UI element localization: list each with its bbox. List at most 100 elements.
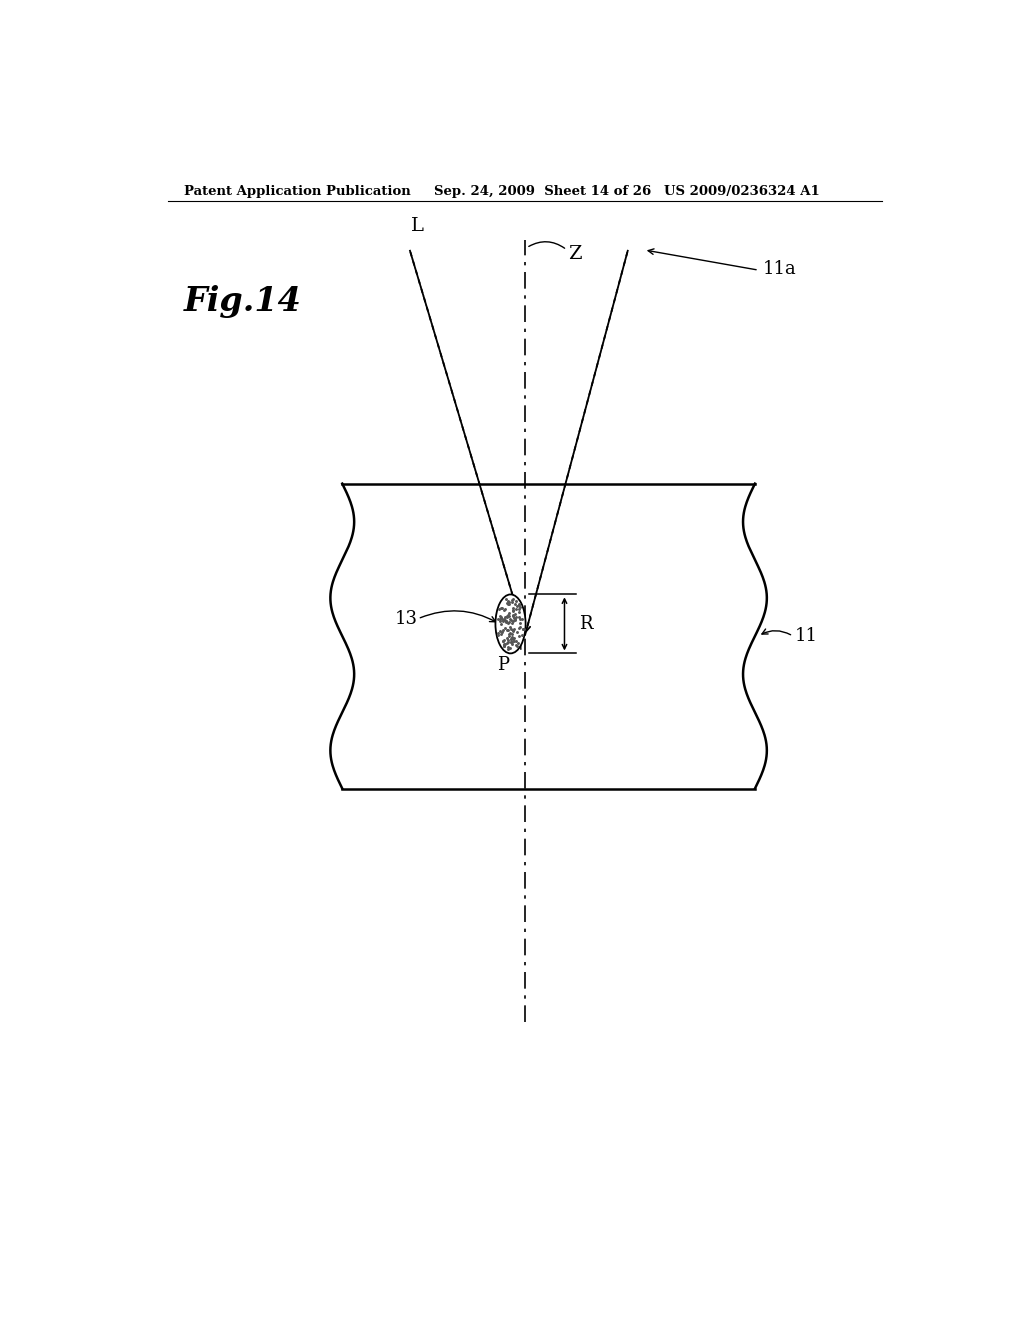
Point [501,623,517,644]
Point [507,610,523,631]
Point [500,594,516,615]
Point [512,616,528,638]
Point [501,602,517,623]
Point [499,593,515,614]
Ellipse shape [496,594,525,653]
Point [511,594,527,615]
Point [503,631,519,652]
Text: 11: 11 [795,627,817,645]
Point [499,606,515,627]
Point [501,626,517,647]
Point [499,632,515,653]
Point [507,631,523,652]
Point [494,620,510,642]
Point [493,606,509,627]
Point [496,630,512,651]
Point [504,631,520,652]
Text: P: P [497,656,509,675]
Point [512,612,528,634]
Point [493,614,509,635]
Point [502,623,518,644]
Point [504,634,520,655]
Point [500,630,516,651]
Point [492,610,508,631]
Point [504,589,520,610]
Point [500,639,516,660]
Point [503,628,519,649]
Point [500,590,516,611]
Point [515,618,531,639]
Text: 11a: 11a [763,260,797,279]
Point [511,606,527,627]
Point [505,610,521,631]
Point [503,628,519,649]
Point [501,591,517,612]
Point [504,591,520,612]
Point [508,599,524,620]
Point [500,636,516,657]
Point [508,590,524,611]
Point [501,612,517,634]
Point [493,598,509,619]
Point [505,597,521,618]
Point [514,609,530,630]
Point [498,611,514,632]
Point [502,616,518,638]
Point [510,626,526,647]
Point [493,606,509,627]
Text: US 2009/0236324 A1: US 2009/0236324 A1 [664,185,819,198]
Point [501,612,517,634]
Point [489,609,506,630]
Point [498,611,514,632]
Point [492,620,508,642]
Text: Sep. 24, 2009  Sheet 14 of 26: Sep. 24, 2009 Sheet 14 of 26 [433,185,651,198]
Point [507,609,523,630]
Point [515,619,531,640]
Text: Z: Z [568,244,582,263]
Point [496,599,512,620]
Point [497,599,513,620]
Point [500,631,516,652]
Point [496,635,512,656]
Point [508,606,524,627]
Point [506,607,522,628]
Point [504,612,520,634]
Point [501,594,517,615]
Point [496,635,512,656]
Point [499,610,515,631]
Point [503,619,519,640]
Point [495,619,511,640]
Point [504,627,520,648]
Point [507,603,523,624]
Point [505,599,521,620]
Point [511,602,527,623]
Point [512,597,528,618]
Point [494,597,510,618]
Point [506,627,522,648]
Point [505,589,521,610]
Text: R: R [579,615,592,632]
Point [495,630,511,651]
Point [499,606,515,627]
Point [497,634,513,655]
Point [509,635,525,656]
Point [511,598,527,619]
Point [504,628,520,649]
Point [507,593,523,614]
Point [496,635,512,656]
Point [492,609,508,630]
Text: 13: 13 [394,610,418,628]
Point [489,622,506,643]
Point [502,638,518,659]
Point [503,610,519,631]
Point [502,609,518,630]
Point [495,610,511,631]
Point [497,610,513,631]
Point [493,607,509,628]
Point [499,627,515,648]
Point [505,620,521,642]
Point [505,605,521,626]
Point [500,619,516,640]
Point [492,599,508,620]
Point [497,606,513,627]
